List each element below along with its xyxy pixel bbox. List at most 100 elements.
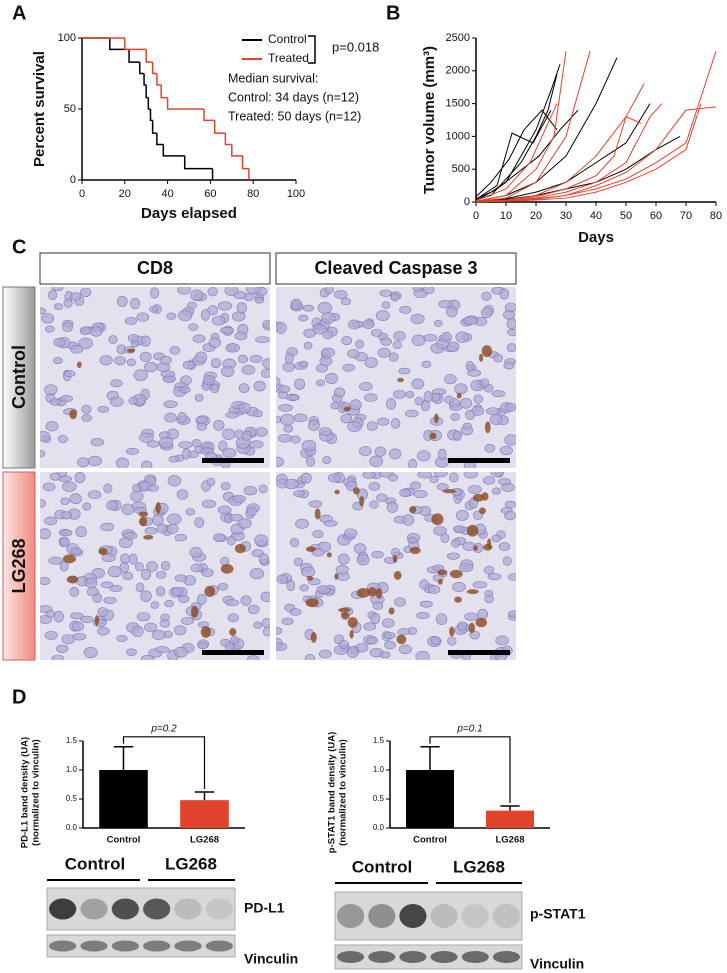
nucleus	[188, 323, 199, 331]
p-bracket	[308, 35, 316, 64]
nucleus	[125, 448, 140, 455]
nucleus	[393, 331, 406, 341]
nucleus	[146, 561, 158, 572]
nucleus	[385, 398, 397, 410]
survival-step	[156, 133, 164, 146]
nucleus	[504, 511, 516, 521]
stain	[431, 513, 444, 526]
survival-step	[213, 120, 226, 134]
nucleus	[482, 476, 496, 485]
nucleus	[126, 648, 137, 657]
nucleus	[487, 573, 502, 581]
nucleus	[217, 505, 232, 515]
y-tick-label: 2000	[446, 65, 470, 77]
micrographs	[40, 287, 516, 660]
stain	[69, 409, 78, 420]
nucleus	[282, 362, 295, 373]
band-label: Vinculin	[530, 956, 584, 972]
legend-label: Treated	[268, 51, 309, 65]
nucleus	[286, 580, 296, 591]
nucleus	[140, 568, 152, 580]
nucleus	[174, 574, 188, 582]
stain	[349, 630, 354, 639]
nucleus	[173, 646, 188, 658]
stain	[397, 377, 404, 383]
band	[205, 940, 233, 952]
nucleus	[59, 395, 73, 403]
nucleus	[229, 513, 244, 522]
nucleus	[447, 552, 460, 560]
nucleus	[258, 484, 268, 494]
nucleus	[295, 518, 309, 529]
y-tick-label: 1.0	[66, 765, 78, 774]
panel-label: A	[12, 2, 26, 24]
nucleus	[194, 517, 205, 528]
nucleus	[126, 358, 136, 367]
tumor-line	[475, 103, 663, 203]
nucleus	[262, 319, 270, 329]
band	[399, 904, 427, 928]
nucleus	[225, 343, 241, 353]
nucleus	[140, 590, 152, 602]
x-tick-label: 60	[650, 210, 662, 222]
nucleus	[40, 615, 52, 624]
error-bar	[113, 746, 134, 770]
stain	[305, 546, 316, 552]
y-tick-label: 2500	[446, 32, 470, 44]
stain	[437, 569, 447, 576]
nucleus	[504, 434, 516, 446]
nucleus	[80, 615, 94, 623]
nucleus	[159, 619, 171, 628]
nucleus	[53, 357, 63, 365]
nucleus	[443, 395, 455, 404]
nucleus	[472, 581, 488, 589]
nucleus	[399, 305, 412, 314]
nucleus	[423, 391, 433, 403]
nucleus	[278, 385, 291, 393]
band	[399, 951, 427, 963]
nucleus	[437, 448, 447, 460]
bar	[99, 770, 148, 828]
y-axis-label: Percent survival	[31, 51, 48, 167]
survival-step	[151, 120, 157, 134]
survival-step	[156, 73, 162, 86]
nucleus	[308, 500, 323, 508]
nucleus	[276, 574, 289, 585]
nucleus	[284, 352, 294, 364]
nucleus	[299, 584, 309, 592]
nucleus	[196, 422, 207, 431]
nucleus	[196, 594, 207, 605]
nucleus	[452, 582, 466, 593]
nucleus	[393, 389, 406, 399]
stain	[484, 421, 491, 434]
legend-label: Control	[268, 32, 307, 46]
nucleus	[490, 472, 504, 478]
nucleus	[195, 416, 208, 424]
survival-step	[145, 49, 153, 63]
nucleus	[180, 617, 195, 625]
blot-strip	[46, 887, 236, 931]
panel-label: B	[386, 2, 400, 24]
nucleus	[254, 534, 269, 546]
nucleus	[381, 301, 391, 309]
nucleus	[82, 502, 92, 511]
nucleus	[160, 370, 176, 378]
nucleus	[330, 402, 340, 410]
nucleus	[312, 324, 327, 335]
band	[49, 940, 77, 952]
bar	[180, 800, 229, 828]
survival-step	[203, 109, 215, 122]
nucleus	[290, 298, 302, 311]
nucleus	[132, 483, 141, 493]
nucleus	[246, 287, 261, 295]
nucleus	[150, 601, 160, 609]
nucleus	[155, 571, 167, 579]
nucleus	[449, 472, 459, 483]
nucleus	[210, 357, 221, 369]
stain	[479, 353, 484, 362]
nucleus	[187, 301, 197, 310]
nucleus	[60, 511, 72, 520]
nucleus	[465, 409, 476, 420]
y-tick-label: 50	[64, 103, 76, 115]
nucleus	[262, 358, 270, 369]
